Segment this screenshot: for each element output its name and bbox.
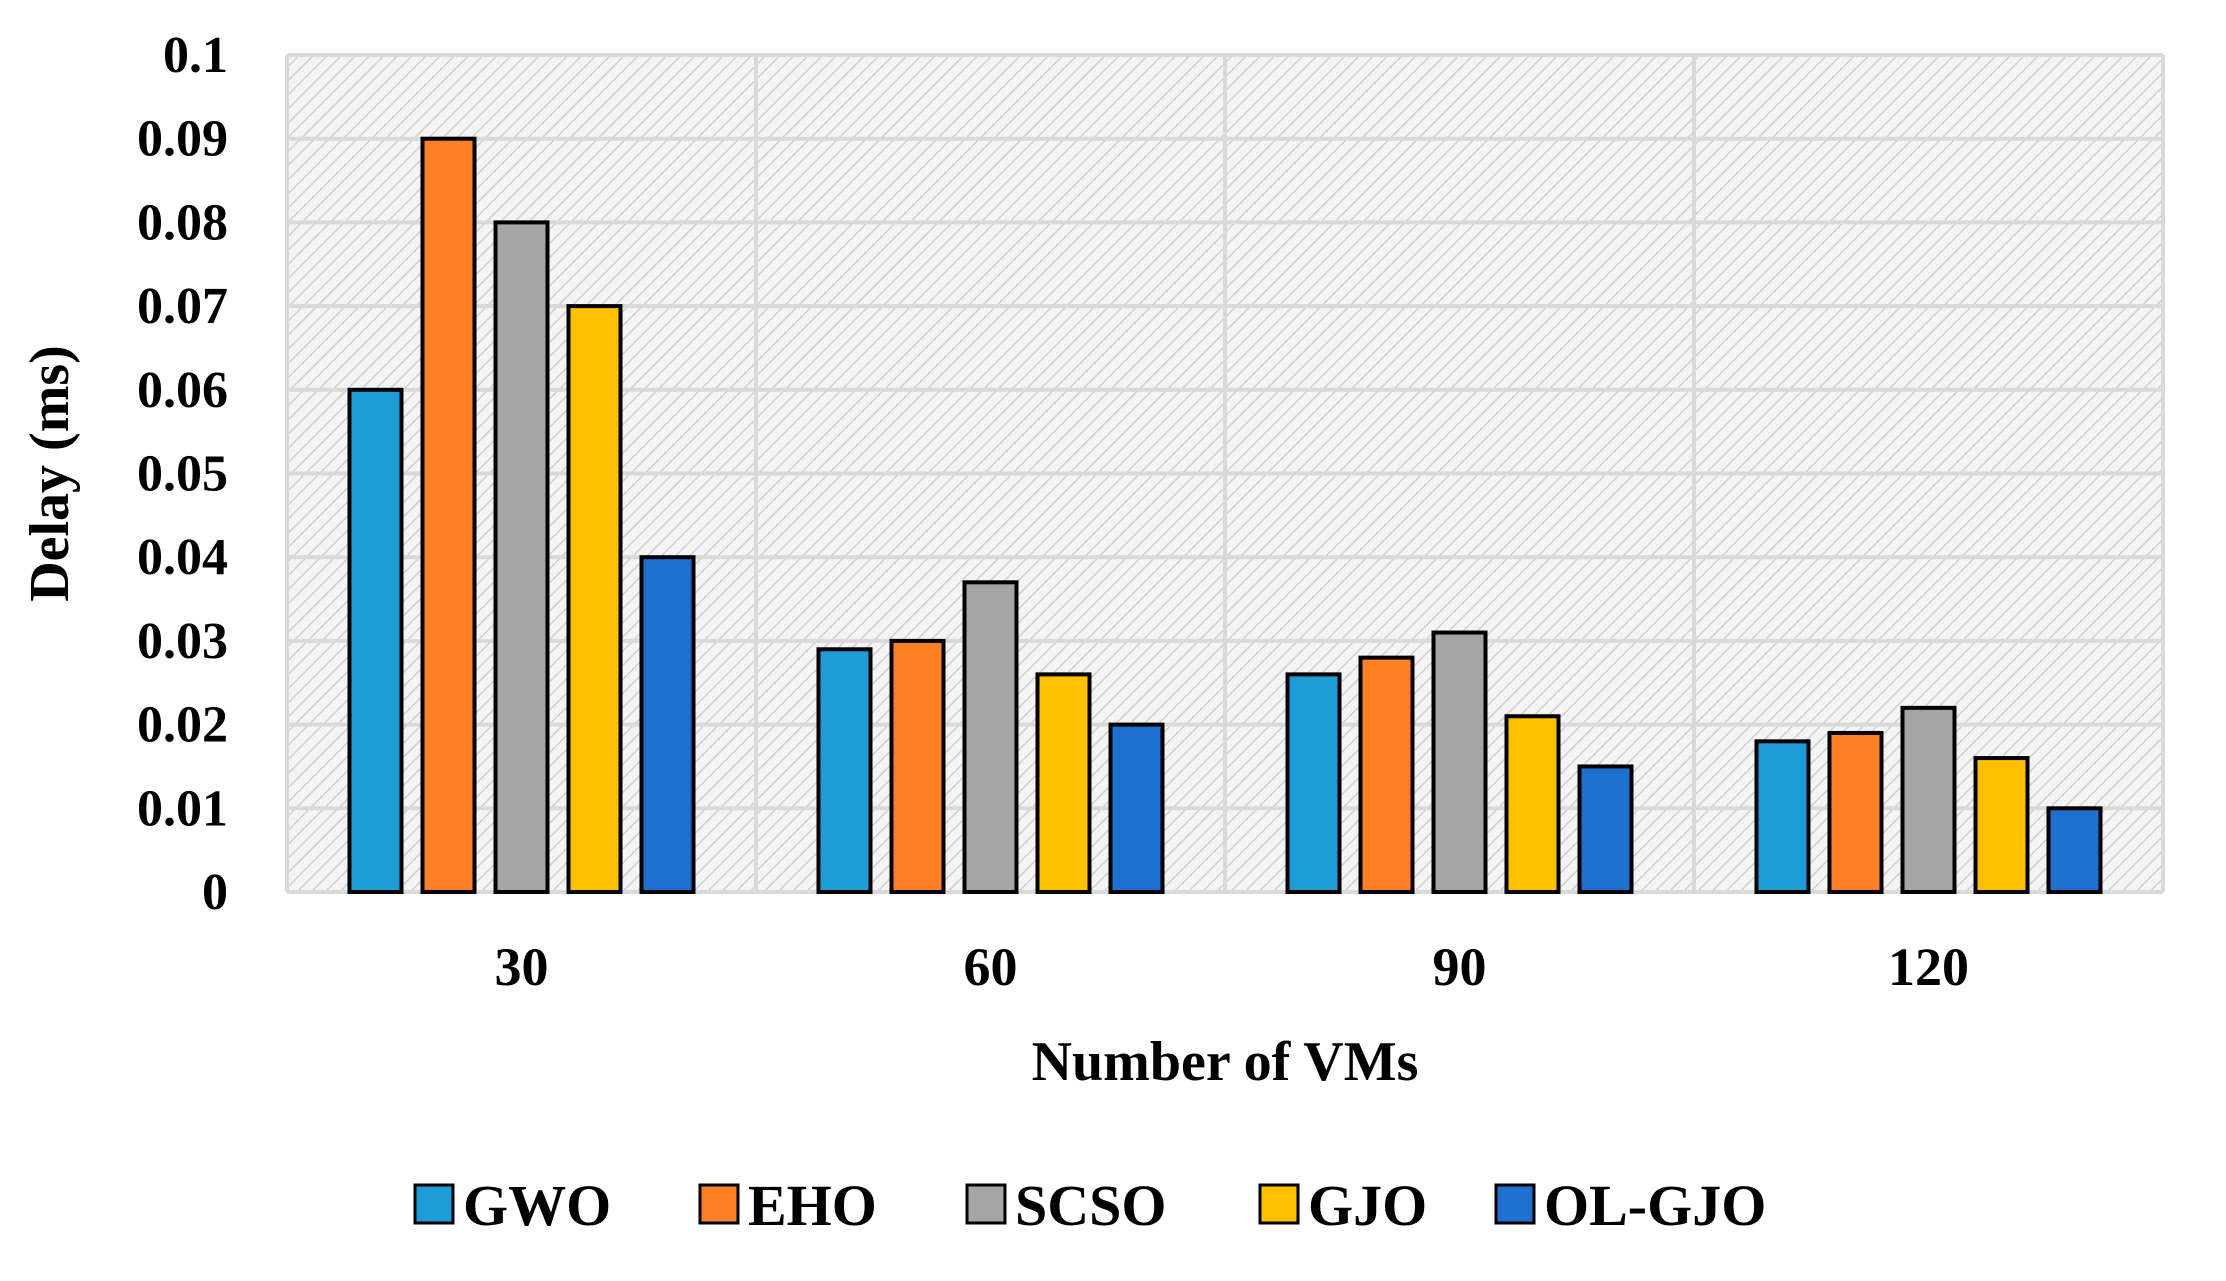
bar-ol-gjo-30 xyxy=(639,555,696,894)
legend-item-scso: SCSO xyxy=(965,1173,1167,1238)
bar-eho-60 xyxy=(889,638,946,895)
bar-gjo-120 xyxy=(1973,756,2030,895)
bar-scso-30 xyxy=(493,220,550,894)
legend-label: GJO xyxy=(1308,1173,1427,1238)
y-tick-label: 0.01 xyxy=(137,780,228,837)
y-tick-label: 0.09 xyxy=(137,111,228,168)
legend-label: GWO xyxy=(463,1173,611,1238)
legend-swatch xyxy=(1258,1183,1300,1225)
x-axis-ticks: 30 60 90 120 xyxy=(495,937,1970,997)
bar-eho-90 xyxy=(1358,655,1415,895)
x-tick-label: 90 xyxy=(1433,937,1487,997)
x-tick-label: 60 xyxy=(964,937,1018,997)
bar-gjo-90 xyxy=(1504,714,1561,894)
bar-scso-120 xyxy=(1900,705,1957,894)
bar-ol-gjo-90 xyxy=(1577,764,1634,895)
x-tick-label: 30 xyxy=(495,937,549,997)
bar-gwo-60 xyxy=(816,647,873,895)
bar-gjo-60 xyxy=(1035,672,1092,894)
bar-gwo-30 xyxy=(347,387,404,894)
legend-swatch xyxy=(698,1183,740,1225)
bars xyxy=(347,136,2103,895)
legend-label: SCSO xyxy=(1015,1173,1167,1238)
legend: GWO EHO SCSO GJO OL-GJO xyxy=(413,1173,1766,1238)
y-tick-label: 0.05 xyxy=(137,446,228,503)
bar-eho-120 xyxy=(1827,730,1884,894)
y-axis-ticks: 0 0.01 0.02 0.03 0.04 0.05 0.06 0.07 0.08 0.09 0.1 xyxy=(137,27,228,921)
bar-scso-60 xyxy=(962,580,1019,894)
y-tick-label: 0 xyxy=(202,864,228,921)
bar-ol-gjo-120 xyxy=(2046,806,2103,894)
x-tick-label: 120 xyxy=(1888,937,1969,997)
y-tick-label: 0.08 xyxy=(137,194,228,251)
bar-gwo-90 xyxy=(1285,672,1342,894)
y-tick-label: 0.04 xyxy=(137,529,228,586)
legend-label: EHO xyxy=(748,1173,877,1238)
y-tick-label: 0.07 xyxy=(137,278,228,335)
legend-swatch xyxy=(965,1183,1007,1225)
y-tick-label: 0.02 xyxy=(137,697,228,754)
legend-swatch xyxy=(1494,1183,1536,1225)
y-tick-label: 0.06 xyxy=(137,362,228,419)
bar-scso-90 xyxy=(1431,630,1488,895)
x-axis-title: Number of VMs xyxy=(1032,1031,1419,1093)
legend-swatch xyxy=(413,1183,455,1225)
bar-eho-30 xyxy=(420,136,477,894)
legend-label: OL-GJO xyxy=(1544,1173,1766,1238)
y-axis-title: Delay (ms) xyxy=(19,345,81,602)
legend-item-gwo: GWO xyxy=(413,1173,611,1238)
bar-gjo-30 xyxy=(566,304,623,895)
bar-ol-gjo-60 xyxy=(1108,722,1165,894)
legend-item-eho: EHO xyxy=(698,1173,877,1238)
y-tick-label: 0.1 xyxy=(163,27,228,84)
legend-item-ol-gjo: OL-GJO xyxy=(1494,1173,1766,1238)
bar-gwo-120 xyxy=(1754,739,1811,895)
legend-item-gjo: GJO xyxy=(1258,1173,1427,1238)
y-tick-label: 0.03 xyxy=(137,613,228,670)
